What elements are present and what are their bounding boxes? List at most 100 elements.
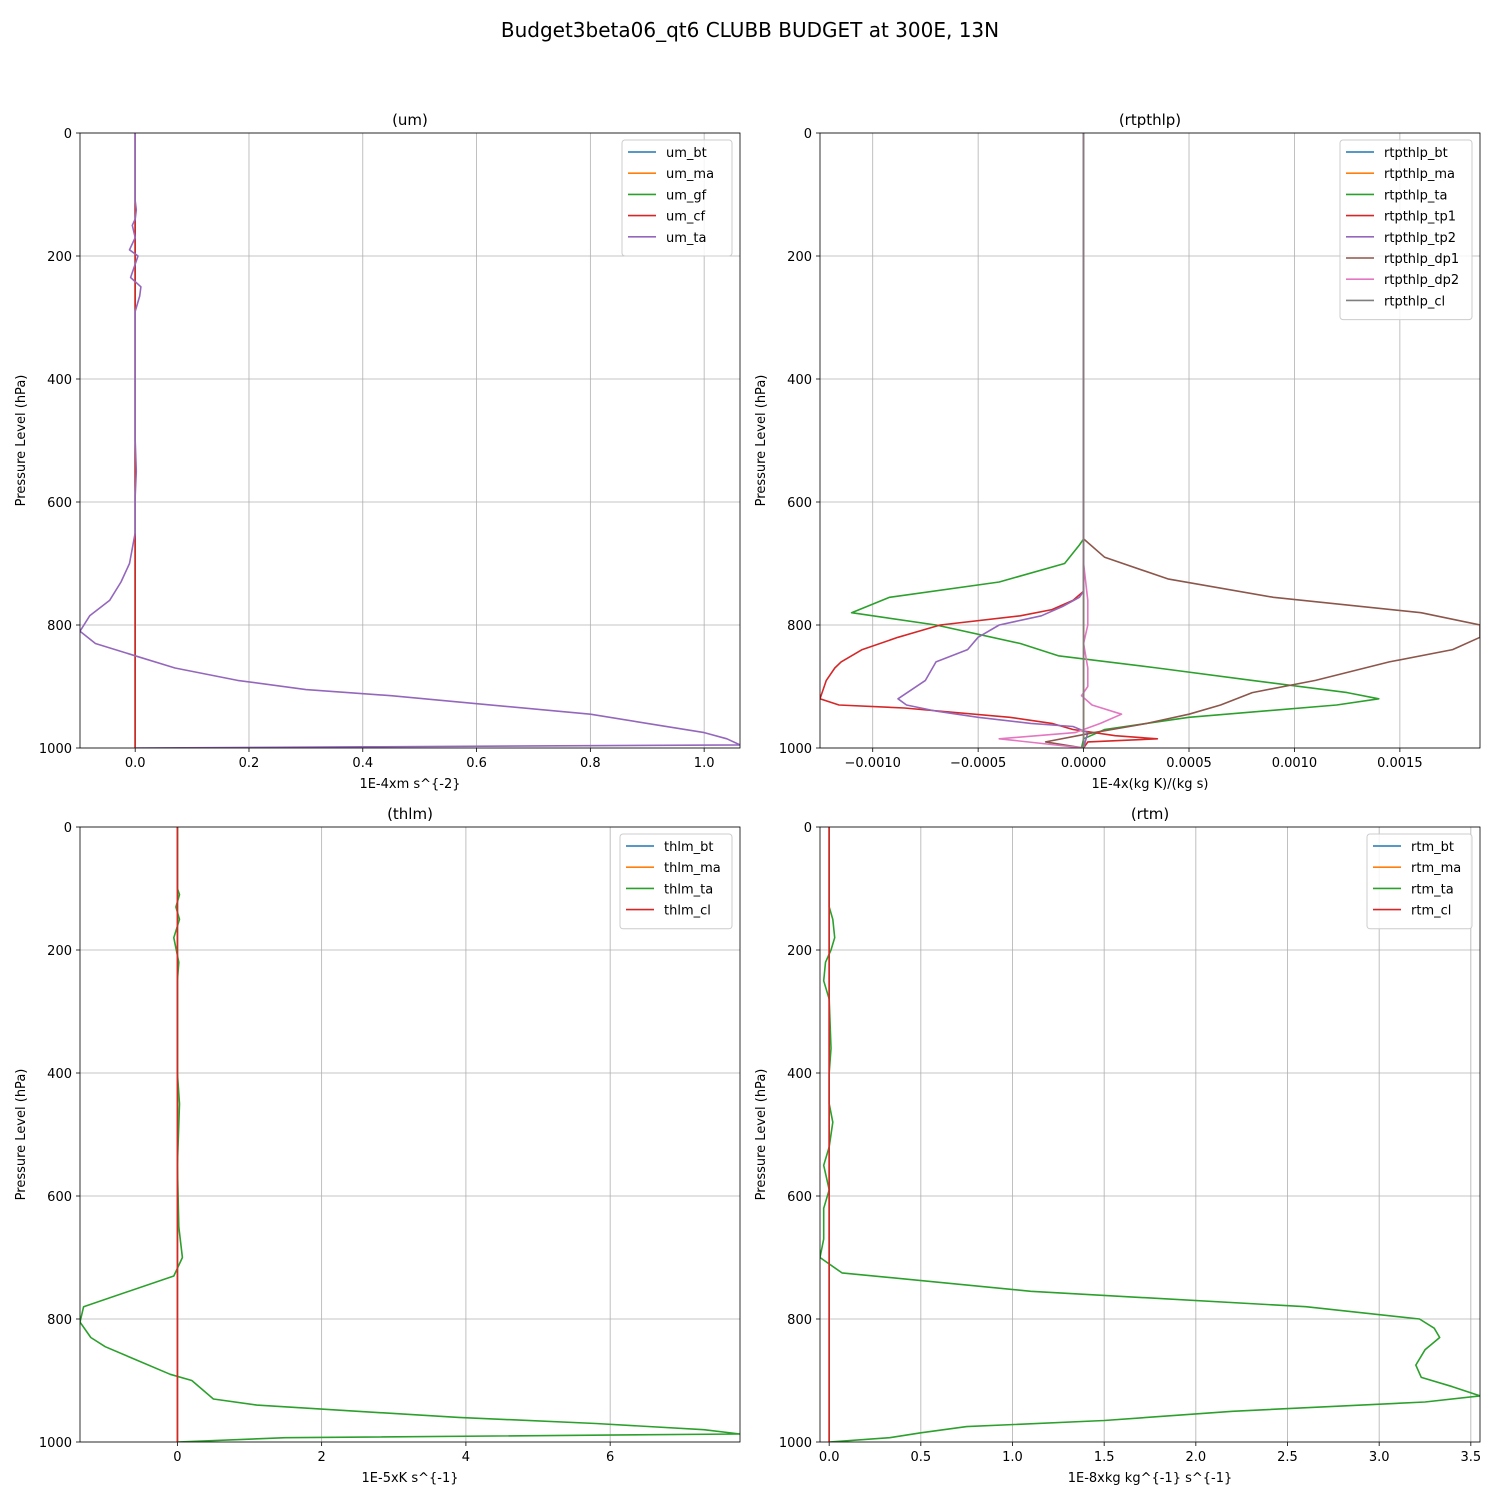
legend-label: um_ta: [666, 231, 706, 246]
x-tick-label: 2.0: [1185, 1450, 1206, 1465]
y-tick-label: 600: [787, 1190, 812, 1205]
y-tick-label: 600: [47, 496, 72, 511]
y-tick-label: 400: [787, 373, 812, 388]
x-axis-label: 1E-4x(kg K)/(kg s): [1092, 777, 1209, 792]
x-tick-label: 0.5: [910, 1450, 931, 1465]
legend-label: thlm_cl: [664, 904, 711, 919]
plot-lines: [80, 133, 740, 748]
y-axis-label: Pressure Level (hPa): [754, 1069, 769, 1201]
subplot-3: 0.0 0.5 1.0 1.5 2.0 2.5 3.0 3.5 0 200 400 600 800 100…: [754, 805, 1481, 1486]
series-line-rtpthlp_ta: [850, 133, 1380, 748]
y-tick-label: 400: [787, 1067, 812, 1082]
x-tick-label: 0.0005: [1166, 756, 1212, 771]
legend-label: rtpthlp_tp1: [1384, 210, 1456, 225]
legend: thlm_bt thlm_ma thlm_ta thlm_cl: [619, 833, 733, 930]
y-tick-label: 0: [804, 821, 812, 836]
legend-box: [621, 139, 733, 257]
legend-label: rtm_ma: [1411, 861, 1461, 876]
legend-label: rtpthlp_bt: [1384, 146, 1448, 161]
x-tick-label: 1.0: [1002, 1450, 1023, 1465]
plot-lines: [820, 827, 1480, 1442]
x-axis-label: 1E-4xm s^{-2}: [359, 777, 460, 792]
series-line-rtpthlp_dp2: [998, 133, 1123, 748]
legend-label: thlm_ta: [664, 882, 713, 897]
y-tick-label: 200: [47, 944, 72, 959]
x-tick-label: 0.0000: [1061, 756, 1107, 771]
legend-label: rtpthlp_tp2: [1384, 231, 1456, 246]
axes-frame: [79, 132, 741, 749]
x-tick-label: 4: [462, 1450, 470, 1465]
x-tick-label: 2.5: [1277, 1450, 1298, 1465]
y-tick-label: 0: [64, 127, 72, 142]
legend-label: rtpthlp_dp1: [1384, 252, 1459, 267]
legend-label: um_cf: [666, 210, 706, 225]
legend: rtm_bt rtm_ma rtm_ta rtm_cl: [1366, 833, 1473, 930]
series-line-rtpthlp_dp1: [1044, 133, 1480, 748]
x-tick-label: 0.6: [466, 756, 487, 771]
subplot-0: 0.0 0.2 0.4 0.6 0.8 1.0 0 200 400 600 800 1000 (um) 1…: [14, 111, 741, 792]
y-tick-label: 600: [47, 1190, 72, 1205]
y-tick-label: 200: [787, 944, 812, 959]
series-line-thlm_ta: [80, 827, 740, 1442]
legend-label: rtm_cl: [1411, 904, 1451, 919]
x-tick-label: 0.4: [352, 756, 373, 771]
series-line-um_ta: [80, 133, 740, 748]
subplot-2: 0 2 4 6 0 200 400 600 800 1000 (thlm) 1E-5xK s^{-1}…: [14, 805, 741, 1486]
y-tick-label: 800: [787, 1313, 812, 1328]
x-tick-label: 2: [317, 1450, 325, 1465]
x-tick-label: 0.0: [125, 756, 146, 771]
legend: rtpthlp_bt rtpthlp_ma rtpthlp_ta rtpthlp_tp…: [1339, 139, 1473, 321]
axes-frame: [819, 132, 1481, 749]
y-tick-label: 800: [47, 619, 72, 634]
y-tick-label: 800: [787, 619, 812, 634]
series-line-rtpthlp_tp1: [820, 133, 1159, 748]
x-tick-label: 0.0: [819, 1450, 840, 1465]
plot-lines: [80, 827, 740, 1442]
y-tick-label: 400: [47, 1067, 72, 1082]
x-tick-label: 0.8: [580, 756, 601, 771]
x-axis-label: 1E-5xK s^{-1}: [362, 1471, 459, 1486]
legend-label: um_ma: [666, 167, 714, 182]
legend-label: um_bt: [666, 146, 707, 161]
subplot-1: −0.0010 −0.0005 0.0000 0.0005 0.0010 0.0015 0 2…: [754, 111, 1481, 792]
y-tick-label: 200: [787, 250, 812, 265]
y-tick-label: 1000: [779, 1436, 812, 1451]
x-tick-label: 6: [606, 1450, 614, 1465]
series-line-rtpthlp_tp2: [897, 133, 1089, 748]
x-tick-label: −0.0005: [950, 756, 1006, 771]
x-tick-label: 0.0015: [1377, 756, 1423, 771]
legend-box: [619, 833, 733, 930]
y-tick-label: 1000: [39, 1436, 72, 1451]
axes-frame: [79, 826, 741, 1443]
y-tick-label: 0: [64, 821, 72, 836]
x-tick-label: −0.0010: [845, 756, 901, 771]
legend-box: [1339, 139, 1473, 321]
y-tick-label: 400: [47, 373, 72, 388]
x-tick-label: 3.5: [1460, 1450, 1481, 1465]
x-tick-label: 1.5: [1094, 1450, 1115, 1465]
y-tick-label: 800: [47, 1313, 72, 1328]
legend-label: rtpthlp_ma: [1384, 167, 1455, 182]
x-tick-label: 3.0: [1369, 1450, 1390, 1465]
x-tick-label: 0.0010: [1272, 756, 1318, 771]
legend-label: rtpthlp_cl: [1384, 294, 1445, 309]
legend-label: thlm_ma: [664, 861, 721, 876]
x-tick-label: 1.0: [694, 756, 715, 771]
y-tick-label: 1000: [779, 742, 812, 757]
x-tick-label: 0: [173, 1450, 181, 1465]
legend-label: thlm_bt: [664, 840, 713, 855]
series-line-rtm_ta: [820, 827, 1480, 1442]
plot-lines: [820, 133, 1480, 748]
legend: um_bt um_ma um_gf um_cf um_ta: [621, 139, 733, 257]
legend-label: rtpthlp_dp2: [1384, 273, 1459, 288]
x-axis-label: 1E-8xkg kg^{-1} s^{-1}: [1068, 1471, 1233, 1486]
y-axis-label: Pressure Level (hPa): [754, 375, 769, 507]
legend-label: rtm_ta: [1411, 882, 1454, 897]
legend-label: um_gf: [666, 188, 707, 203]
subplot-title: (rtpthlp): [1119, 111, 1181, 129]
subplot-title: (um): [392, 111, 428, 129]
y-axis-label: Pressure Level (hPa): [14, 1069, 29, 1201]
y-tick-label: 1000: [39, 742, 72, 757]
y-tick-label: 200: [47, 250, 72, 265]
